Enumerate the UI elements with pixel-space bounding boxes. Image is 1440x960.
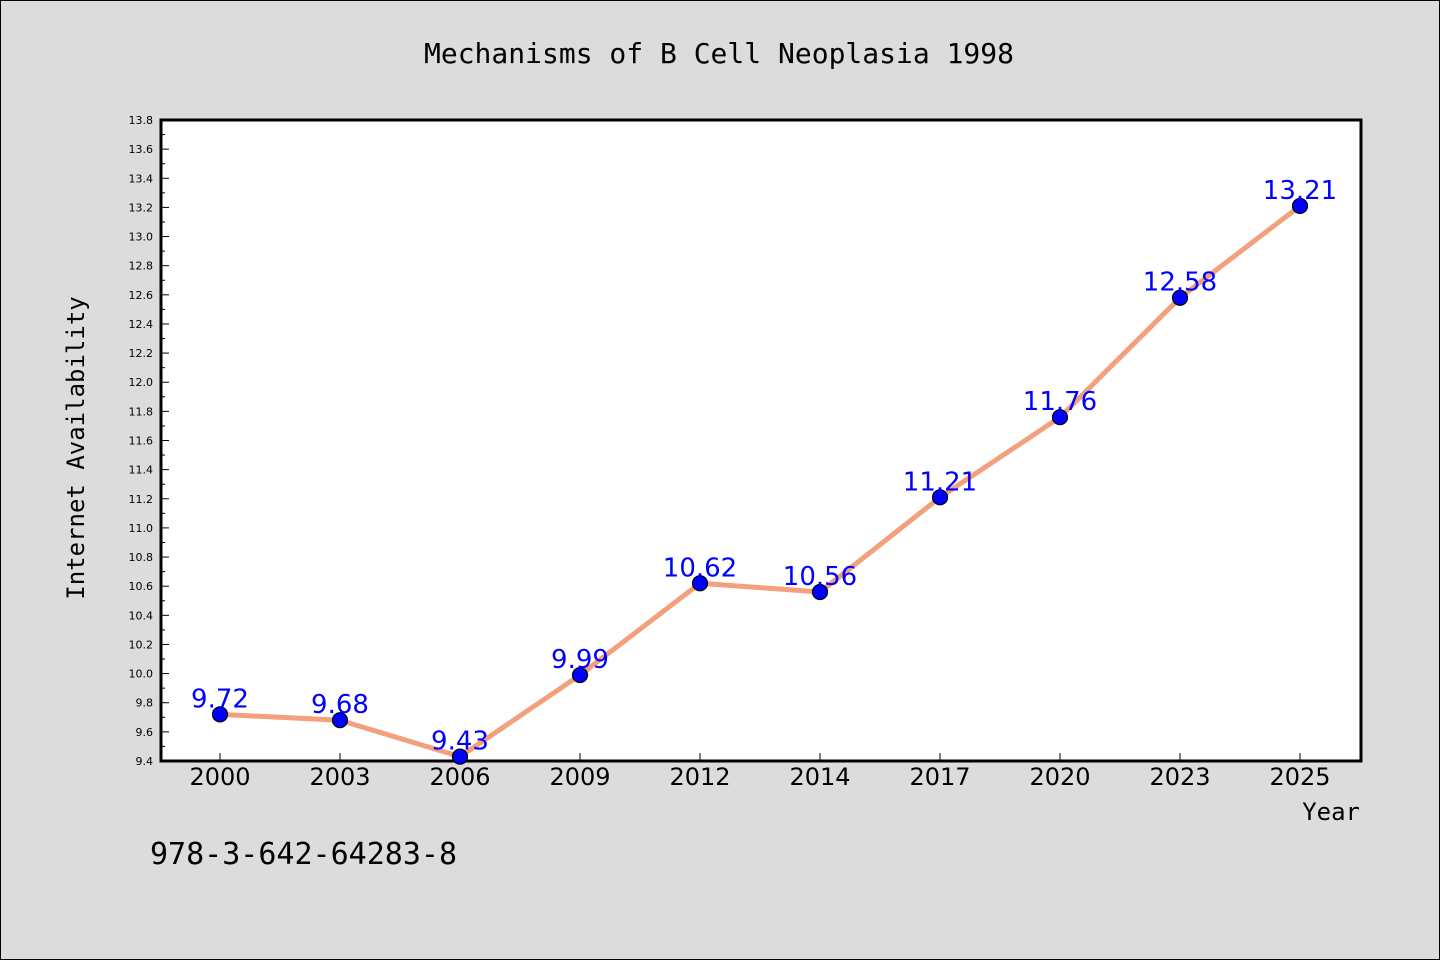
data-label: 10.56 [783,562,857,592]
y-tick-label: 11.8 [129,405,154,418]
data-label: 9.99 [551,645,609,675]
y-tick-label: 10.8 [129,551,154,564]
isbn-annotation: 978-3-642-64283-8 [150,837,457,872]
y-axis: 9.4 9.6 9.8 10.0 10.2 10.4 10.6 10.8 11.0 11.2 11.… [129,114,169,768]
y-tick-label: 13.2 [129,201,154,214]
series-line [217,203,1303,760]
x-tick-label: 2025 [1269,763,1330,791]
y-tick-label: 9.8 [136,697,154,710]
x-tick-label: 2000 [189,763,250,791]
y-tick-label: 13.4 [129,172,154,185]
data-point [1051,409,1069,426]
y-tick-label: 9.4 [136,755,154,768]
x-tick-label: 2014 [789,763,850,791]
chart-title: Mechanisms of B Cell Neoplasia 1998 [424,37,1014,70]
y-tick-label: 11.6 [129,435,154,448]
y-tick-label: 13.8 [129,114,154,127]
y-tick-label: 13.6 [129,143,154,156]
data-point [691,575,709,592]
data-label: 13.21 [1263,176,1337,206]
x-tick-label: 2020 [1029,763,1090,791]
y-axis-label: Internet Availability [62,296,90,599]
y-tick-label: 10.6 [129,580,154,593]
data-label: 11.21 [903,467,977,497]
y-tick-label: 12.4 [129,318,154,331]
data-point [811,583,829,601]
y-tick-label: 13.0 [129,231,154,244]
data-label: 11.76 [1023,387,1097,417]
y-tick-label: 10.4 [129,609,154,622]
data-point [571,666,589,684]
y-tick-label: 10.2 [129,638,154,651]
data-point [931,489,949,506]
y-tick-label: 11.0 [129,522,154,535]
data-point [331,712,349,729]
data-label: 10.62 [663,553,737,583]
y-tick-label: 11.4 [129,464,154,477]
data-point [211,706,229,723]
series-layer: 9.72 9.68 9.43 9.99 10.62 10.56 11.21 11.76 12.5… [191,176,1337,765]
x-axis-label: Year [1302,798,1360,826]
y-tick-label: 12.6 [129,289,154,302]
plot-area [159,118,1363,763]
y-tick-label: 10.0 [129,668,154,681]
x-axis: 2000 2003 2006 2009 2012 2014 2017 2020 2023 2025 [189,753,1331,791]
data-point [1291,197,1309,215]
data-label: 9.43 [431,727,489,757]
data-label: 9.72 [191,684,249,714]
x-tick-label: 2003 [309,763,370,791]
y-tick-label: 9.6 [136,726,154,739]
data-point [451,748,469,765]
y-tick-label: 11.2 [129,493,154,506]
y-tick-label: 12.8 [129,260,154,273]
y-tick-label: 12.2 [129,347,154,360]
y-tick-label: 12.0 [129,376,154,389]
x-tick-label: 2017 [909,763,970,791]
data-label: 9.68 [311,690,369,720]
x-tick-label: 2023 [1149,763,1210,791]
x-tick-label: 2006 [429,763,490,791]
x-tick-label: 2009 [549,763,610,791]
x-tick-label: 2012 [669,763,730,791]
data-label: 12.58 [1143,268,1217,298]
data-point [1171,289,1189,306]
